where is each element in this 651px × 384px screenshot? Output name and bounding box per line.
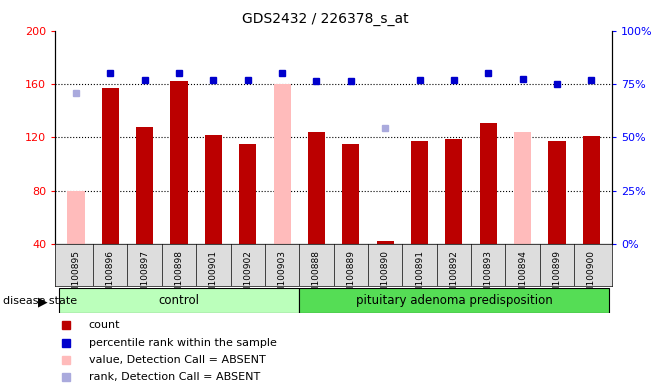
Text: disease state: disease state	[3, 296, 77, 306]
Bar	[59, 288, 299, 313]
Bar	[548, 141, 566, 244]
Bar	[480, 122, 497, 244]
Bar	[205, 135, 222, 244]
Bar	[376, 241, 394, 244]
Bar	[102, 88, 119, 244]
Bar	[445, 139, 462, 244]
Text: GSM100898: GSM100898	[174, 250, 184, 305]
Text: GSM100899: GSM100899	[553, 250, 561, 305]
Text: control: control	[159, 294, 199, 307]
Bar	[136, 127, 153, 244]
Bar	[342, 144, 359, 244]
Text: GSM100902: GSM100902	[243, 250, 252, 305]
Bar	[514, 132, 531, 244]
Text: value, Detection Call = ABSENT: value, Detection Call = ABSENT	[89, 355, 266, 365]
Text: GSM100897: GSM100897	[140, 250, 149, 305]
Text: GSM100901: GSM100901	[209, 250, 218, 305]
Text: GSM100890: GSM100890	[381, 250, 390, 305]
Text: GSM100900: GSM100900	[587, 250, 596, 305]
Text: GSM100903: GSM100903	[277, 250, 286, 305]
Bar	[67, 190, 85, 244]
Text: ▶: ▶	[38, 295, 48, 308]
Bar	[299, 288, 609, 313]
Text: GDS2432 / 226378_s_at: GDS2432 / 226378_s_at	[242, 12, 409, 25]
Bar	[273, 84, 291, 244]
Text: rank, Detection Call = ABSENT: rank, Detection Call = ABSENT	[89, 372, 260, 382]
Bar	[308, 132, 325, 244]
Bar	[583, 136, 600, 244]
Text: GSM100894: GSM100894	[518, 250, 527, 305]
Text: percentile rank within the sample: percentile rank within the sample	[89, 338, 277, 348]
Bar	[239, 144, 256, 244]
Text: GSM100895: GSM100895	[72, 250, 81, 305]
Text: GSM100888: GSM100888	[312, 250, 321, 305]
Text: pituitary adenoma predisposition: pituitary adenoma predisposition	[355, 294, 552, 307]
Bar	[411, 141, 428, 244]
Text: GSM100892: GSM100892	[449, 250, 458, 305]
Text: GSM100889: GSM100889	[346, 250, 355, 305]
Text: count: count	[89, 320, 120, 330]
Text: GSM100893: GSM100893	[484, 250, 493, 305]
Bar	[171, 81, 187, 244]
Text: GSM100891: GSM100891	[415, 250, 424, 305]
Text: GSM100896: GSM100896	[106, 250, 115, 305]
